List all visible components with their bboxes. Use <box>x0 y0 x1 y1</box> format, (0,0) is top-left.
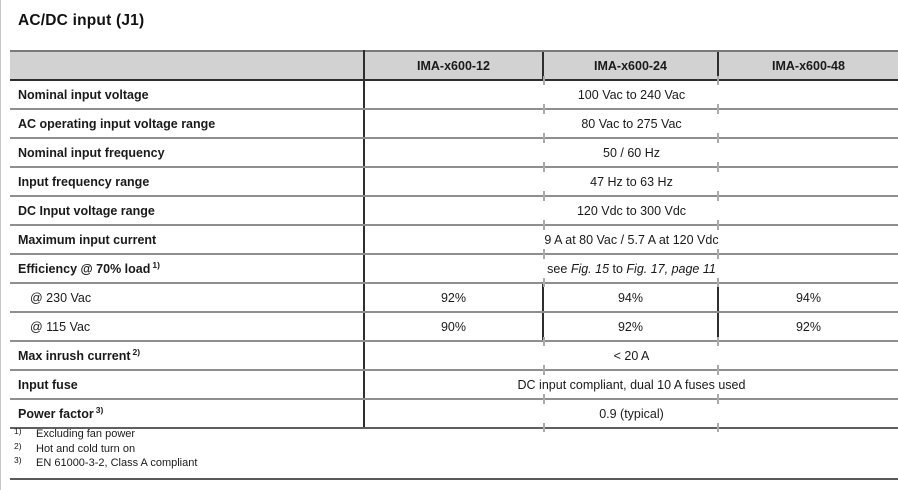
row-label: Nominal input frequency <box>10 138 365 168</box>
row-value-text: 47 Hz to 63 Hz <box>590 174 673 189</box>
row-value-text: 0.9 (typical) <box>599 406 664 421</box>
footnote-2-marker: 2) <box>14 440 22 451</box>
table-row: Input frequency range 47 Hz to 63 Hz <box>10 163 898 200</box>
row-value-text: see Fig. 15 to Fig. 17, page 11 <box>547 261 716 276</box>
row-label: @ 115 Vac <box>10 312 365 342</box>
row-label: Nominal input voltage <box>10 80 365 110</box>
row-value-text: 50 / 60 Hz <box>603 145 660 160</box>
row-label: DC Input voltage range <box>10 196 365 226</box>
footnote-1-marker: 1) <box>14 426 22 436</box>
footnote-2: 2) Hot and cold turn on <box>14 440 197 457</box>
row-value-text: 80 Vac to 275 Vac <box>581 116 682 131</box>
row-label: Efficiency @ 70% load 1) <box>10 254 365 284</box>
row-value-text: < 20 A <box>613 348 650 363</box>
row-label: Input fuse <box>10 370 365 400</box>
spec-table: IMA-x600-12 IMA-x600-24 IMA-x600-48 Nomi… <box>10 50 898 432</box>
footnote-1-text: Excluding fan power <box>36 428 136 440</box>
footnote-3-text: EN 61000-3-2, Class A compliant <box>36 457 198 469</box>
row-label-text: Efficiency @ 70% load <box>18 261 151 276</box>
table-row: Nominal input voltage 100 Vac to 240 Vac <box>10 76 898 113</box>
header-cell-model-2: IMA-x600-24 <box>542 50 718 81</box>
row-value-col2: 94% <box>542 283 718 313</box>
row-value: 9 A at 80 Vac / 5.7 A at 120 Vdc <box>364 221 898 258</box>
footnotes: 1) Excluding fan power 2) Hot and cold tur… <box>14 426 198 471</box>
footnote-ref-1: 1) <box>152 260 160 270</box>
row-value: 120 Vdc to 300 Vdc <box>364 192 898 229</box>
row-value-text: 120 Vdc to 300 Vdc <box>576 203 687 218</box>
row-value-text: 9 A at 80 Vac / 5.7 A at 120 Vdc <box>544 232 719 247</box>
row-label: Maximum input current <box>10 225 365 255</box>
footnote-3: 3) EN 61000-3-2, Class A compliant <box>14 455 198 471</box>
row-value: 50 / 60 Hz <box>364 134 898 171</box>
page-title: AC/DC input (J1) <box>18 12 145 29</box>
table-row: @ 115 Vac 90% 92% 92% <box>10 312 898 342</box>
row-value-text: 100 Vac to 240 Vac <box>577 87 686 102</box>
row-value-text: DC input compliant, dual 10 A fuses used <box>517 377 746 392</box>
row-value-col1: 92% <box>364 283 543 313</box>
row-value: DC input compliant, dual 10 A fuses used <box>364 366 898 403</box>
bottom-divider <box>10 478 898 480</box>
row-label: @ 230 Vac <box>10 283 365 313</box>
header-cell-empty <box>10 50 365 81</box>
table-row: AC operating input voltage range 80 Vac … <box>10 105 898 142</box>
footnote-1: 1) Excluding fan power <box>14 426 197 442</box>
footnote-ref-3: 3) <box>95 405 104 415</box>
table-row: @ 230 Vac 92% 94% 94% <box>10 283 898 313</box>
footnote-3-marker: 3) <box>14 455 22 465</box>
footnote-ref-2: 2) <box>132 347 141 357</box>
table-row: Efficiency @ 70% load 1) see Fig. 15 to F… <box>10 250 898 287</box>
row-value: 100 Vac to 240 Vac <box>364 76 898 113</box>
footnote-2-text: Hot and cold turn on <box>36 442 136 455</box>
row-value: 0.9 (typical) <box>364 395 898 432</box>
row-label: AC operating input voltage range <box>10 109 365 139</box>
header-cell-model-3: IMA-x600-48 <box>717 50 898 81</box>
row-value: 80 Vac to 275 Vac <box>364 105 898 142</box>
table-row: Max inrush current 2) < 20 A <box>10 337 898 374</box>
row-value: < 20 A <box>364 337 898 374</box>
header-cell-model-1: IMA-x600-12 <box>364 50 543 81</box>
table-header-row: IMA-x600-12 IMA-x600-24 IMA-x600-48 <box>10 50 898 81</box>
row-value: see Fig. 15 to Fig. 17, page 11 <box>364 250 898 287</box>
row-value-col3: 92% <box>717 312 898 342</box>
row-value-col2: 92% <box>542 312 718 342</box>
table-row: Nominal input frequency 50 / 60 Hz <box>10 134 898 171</box>
table-row: Input fuse DC input compliant, dual 10 A… <box>10 366 898 403</box>
row-label: Input frequency range <box>10 167 365 197</box>
page-edge-line <box>0 0 1 490</box>
row-value-col1: 90% <box>364 312 543 342</box>
table-row: Power factor 3) 0.9 (typical) <box>10 395 898 432</box>
row-label-text: Power factor <box>18 406 94 421</box>
row-value: 47 Hz to 63 Hz <box>364 163 898 200</box>
table-row: Maximum input current 9 A at 80 Vac / 5.… <box>10 221 898 258</box>
row-label-text: Max inrush current <box>18 348 131 363</box>
row-label: Power factor 3) <box>10 399 365 429</box>
row-value-col3: 94% <box>717 283 898 313</box>
table-row: DC Input voltage range 120 Vdc to 300 Vd… <box>10 192 898 229</box>
row-label: Max inrush current 2) <box>10 341 365 371</box>
